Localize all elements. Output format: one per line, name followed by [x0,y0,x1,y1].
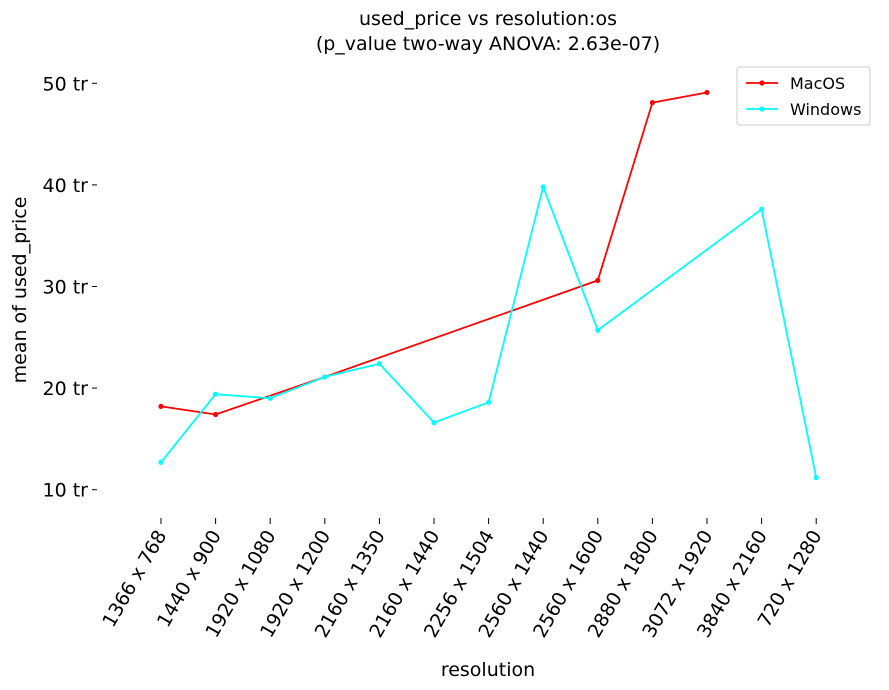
data-point-windows [322,374,328,380]
data-point-windows [486,399,492,405]
y-tick-label: 10 tr [43,480,89,502]
legend-marker-windows [759,106,765,112]
y-tick-label: 40 tr [43,175,89,197]
data-point-windows [595,327,601,333]
data-point-windows [376,361,382,367]
chart-title: used_price vs resolution:os [359,8,617,30]
data-point-windows [431,420,437,426]
series-line-macos [160,91,708,416]
x-axis-label: resolution [441,659,535,681]
data-point-windows [267,395,273,401]
legend-label-macos: MacOS [790,74,845,93]
series-layer [158,89,819,481]
data-point-macos [704,89,710,96]
legend: MacOS Windows [736,66,871,126]
series-line-windows [160,183,818,478]
y-tick-label: 20 tr [43,378,89,400]
data-point-windows [759,206,765,212]
data-point-windows [158,459,164,465]
legend-frame [736,66,871,126]
data-point-macos [595,277,601,284]
legend-marker-macos [759,80,765,86]
y-axis-label: mean of used_price [9,197,31,384]
y-tick-label: 30 tr [43,277,89,299]
data-point-windows [540,184,546,190]
y-axis: 10 tr 20 tr 30 tr 40 tr 50 tr [43,73,97,502]
legend-label-windows: Windows [790,100,861,119]
data-point-windows [213,391,219,397]
data-point-macos [213,411,219,418]
data-point-macos [158,403,164,409]
chart-subtitle: (p_value two-way ANOVA: 2.63e-07) [316,33,660,55]
chart-title-group: used_price vs resolution:os (p_value two… [316,8,660,55]
y-tick-label: 50 tr [43,73,89,95]
data-point-windows [813,474,819,481]
data-point-macos [649,100,656,106]
